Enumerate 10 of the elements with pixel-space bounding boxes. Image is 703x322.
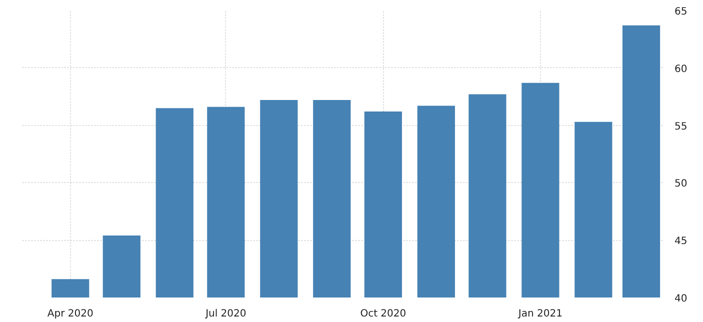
x-tick-label: Apr 2020 — [47, 308, 94, 320]
y-tick-label: 40 — [674, 294, 688, 304]
y-tick-label: 60 — [674, 64, 688, 75]
x-tick-label: Jan 2021 — [517, 308, 562, 320]
y-tick-label: 50 — [674, 178, 688, 190]
x-tick-label: Jul 2020 — [204, 308, 246, 320]
x-tick-label: Oct 2020 — [360, 308, 406, 320]
y-tick-label: 55 — [674, 121, 688, 132]
y-tick-label: 45 — [674, 236, 688, 248]
y-tick-label: 65 — [674, 6, 688, 18]
